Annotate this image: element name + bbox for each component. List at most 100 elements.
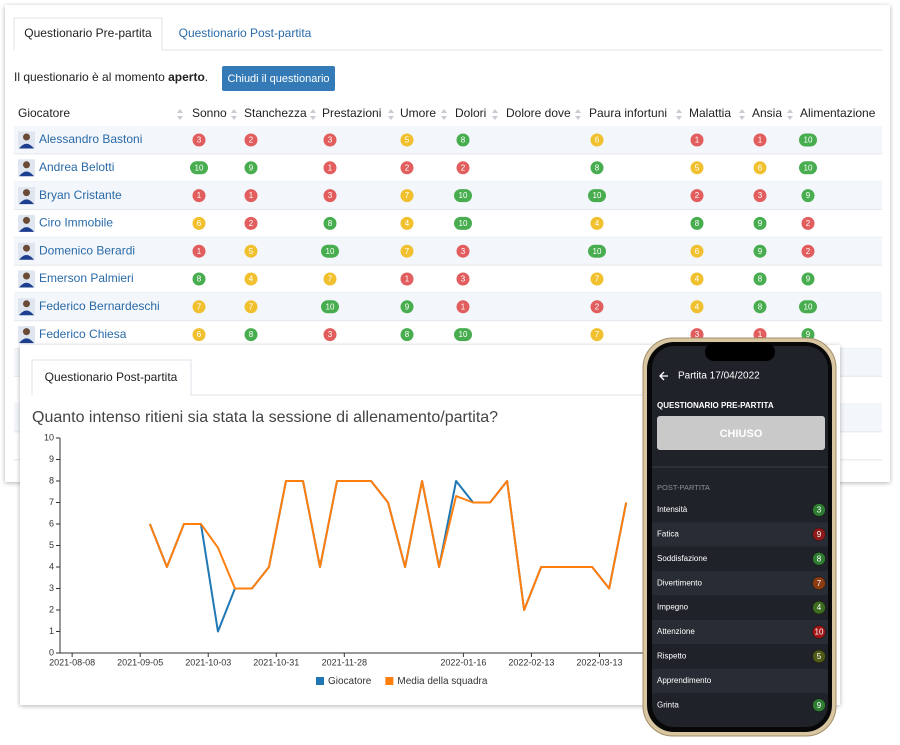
tab-pre[interactable]: Questionario Pre-partita <box>24 26 152 40</box>
pre-button[interactable] <box>657 416 825 450</box>
score-badge <box>690 133 704 147</box>
row-stripe <box>14 126 882 154</box>
legend-label[interactable]: Media della squadra <box>397 676 487 687</box>
column-header: Dolori <box>455 106 486 120</box>
player-name[interactable]: Federico Chiesa <box>39 327 127 341</box>
score-value: 8 <box>405 330 410 339</box>
score-badge <box>753 189 767 203</box>
score-value: 3 <box>197 136 202 145</box>
player-name[interactable]: Federico Bernardeschi <box>39 299 160 313</box>
chart-title: Quanto intenso ritieni sia stata la sess… <box>32 409 498 426</box>
row-stripe <box>14 292 882 321</box>
y-tick-label: 2 <box>49 604 54 614</box>
list-value: 4 <box>817 603 822 612</box>
score-value: 10 <box>593 191 602 200</box>
score-badge <box>323 272 337 286</box>
score-badge <box>753 272 767 286</box>
avatar-body <box>19 282 34 288</box>
y-tick-label: 5 <box>49 540 54 550</box>
score-value: 8 <box>249 330 254 339</box>
avatar-head <box>23 328 30 336</box>
player-name[interactable]: Emerson Palmieri <box>39 271 134 285</box>
avatar-body <box>19 310 34 316</box>
x-tick-label: 2021-09-05 <box>117 657 163 667</box>
score-value: 8 <box>758 275 763 284</box>
player-name[interactable]: Ciro Immobile <box>39 216 113 230</box>
legend-label[interactable]: Giocatore <box>328 676 372 687</box>
status-end: . <box>205 70 208 84</box>
list-badge <box>812 576 826 590</box>
score-badge <box>456 300 470 314</box>
score-value: 9 <box>806 275 811 284</box>
score-badge <box>192 328 206 342</box>
score-badge <box>244 133 258 147</box>
score-badge <box>190 161 208 175</box>
score-value: 7 <box>405 191 410 200</box>
score-value: 1 <box>249 191 254 200</box>
player-name[interactable]: Bryan Cristante <box>39 188 122 202</box>
list-label: Apprendimento <box>657 676 712 685</box>
score-badge <box>690 161 704 175</box>
score-value: 10 <box>459 191 468 200</box>
score-badge <box>456 133 470 147</box>
score-value: 9 <box>758 247 763 256</box>
list-row-bg <box>652 522 828 547</box>
list-label: Impegno <box>657 603 689 612</box>
score-badge <box>244 328 258 342</box>
list-badge <box>812 527 826 542</box>
score-value: 4 <box>595 219 600 228</box>
score-badge <box>801 272 815 286</box>
list-value: 10 <box>815 628 824 637</box>
x-tick-label: 2021-11-28 <box>322 657 367 667</box>
score-value: 4 <box>695 275 700 284</box>
score-badge <box>400 300 414 314</box>
avatar-head <box>23 189 30 197</box>
score-badge <box>588 244 606 258</box>
score-value: 3 <box>328 191 333 200</box>
player-name[interactable]: Andrea Belotti <box>39 160 114 174</box>
score-value: 9 <box>758 219 763 228</box>
score-value: 9 <box>806 330 811 339</box>
player-name[interactable]: Domenico Berardi <box>39 243 135 257</box>
score-badge <box>244 272 258 286</box>
list-label: Soddisfazione <box>657 554 708 563</box>
score-value: 10 <box>804 136 813 145</box>
score-badge <box>690 216 704 230</box>
avatar-head <box>23 272 30 280</box>
tab-post[interactable]: Questionario Post-partita <box>179 26 312 40</box>
column-header: Ansia <box>752 106 782 120</box>
avatar-body <box>19 227 34 232</box>
score-value: 1 <box>405 275 410 284</box>
sort-icon <box>676 109 682 120</box>
score-value: 1 <box>695 136 700 145</box>
score-badge <box>753 133 767 147</box>
score-badge <box>590 272 604 286</box>
close-button[interactable] <box>222 66 335 91</box>
pre-button-label[interactable]: CHIUSO <box>720 428 763 440</box>
post-section: POST-PARTITA <box>657 483 710 492</box>
score-value: 4 <box>249 275 254 284</box>
score-value: 7 <box>405 247 410 256</box>
score-badge <box>244 161 258 175</box>
column-header: Malattia <box>689 106 731 120</box>
score-badge <box>323 133 337 147</box>
score-value: 3 <box>758 191 763 200</box>
x-tick-label: 2022-02-13 <box>508 657 554 667</box>
player-name[interactable]: Alessandro Bastoni <box>39 132 142 146</box>
sort-icon <box>739 109 745 120</box>
score-value: 3 <box>328 330 333 339</box>
score-badge <box>690 300 704 314</box>
close-button-label[interactable]: Chiudi il questionario <box>227 73 329 85</box>
tab-post-active[interactable]: Questionario Post-partita <box>45 370 178 384</box>
score-value: 8 <box>595 163 600 172</box>
score-value: 3 <box>328 136 333 145</box>
score-badge <box>321 300 339 314</box>
score-badge <box>400 216 414 230</box>
y-tick-label: 1 <box>49 626 54 636</box>
row-stripe <box>14 181 882 210</box>
score-badge <box>454 328 472 342</box>
score-badge <box>456 244 470 258</box>
score-badge <box>192 300 206 314</box>
sort-icon <box>310 109 316 120</box>
list-label: Divertimento <box>657 578 702 587</box>
